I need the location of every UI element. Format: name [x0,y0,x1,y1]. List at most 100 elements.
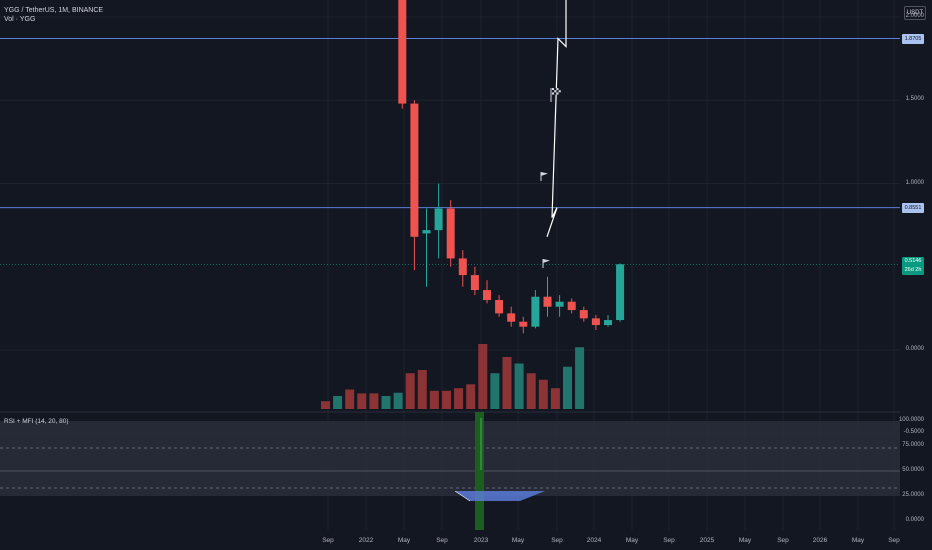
volume-indicator-label[interactable]: Vol · YGG [4,16,36,23]
rsi-tick-label: 100.0000 [898,417,924,423]
time-tick-label: 2023 [473,537,489,544]
rsi-tick-label: 0.0000 [905,517,924,523]
time-tick-label: Sep [888,537,900,544]
candle-body [507,313,516,322]
volume-histogram [321,344,585,409]
flag-icon [541,172,548,176]
volume-bar [381,396,391,409]
finish-flag-icon [554,90,557,93]
finish-flag-icon [554,92,557,95]
candle-body [604,320,612,326]
rsi-pane [0,412,900,530]
candle-body [555,301,564,307]
finish-flag-icon [558,90,561,93]
volume-bar [454,388,464,409]
projection-path [540,0,567,268]
finish-flag-icon [552,88,555,91]
rsi-tick-label: 50.0000 [902,467,924,473]
volume-bar [369,393,379,409]
volume-bar [563,366,572,409]
rsi-line [454,490,471,502]
projection-line [546,0,567,237]
volume-bar [514,363,524,409]
price-tick-label: 0.0000 [905,346,924,352]
time-tick-label: Sep [436,537,448,544]
symbol-info[interactable]: YGG / TetherUS, 1M, BINANCE [4,7,104,14]
currency-button[interactable]: USDT [904,6,926,20]
volume-bar [321,401,330,409]
volume-bar [417,370,427,409]
price-tick-label: 1.5000 [905,96,924,103]
time-tick-label: May [738,537,752,544]
time-tick-label: May [397,537,411,544]
time-tick-label: May [851,537,865,544]
candle-body [579,310,588,319]
price-chart[interactable] [0,0,900,550]
volume-bar [478,344,488,409]
rsi-tick-label: 25.0000 [902,492,924,498]
volume-bar [502,357,512,409]
volume-bar [345,389,355,409]
volume-bar [393,392,403,409]
candle-body [616,264,625,321]
time-tick-label: 2026 [812,537,828,544]
price-tick-label: 2.0000 [905,13,924,19]
time-tick-label: May [625,537,639,544]
time-tick-label: 2025 [699,537,715,544]
time-tick-label: 2022 [358,537,374,544]
volume-bar [466,384,476,409]
rsi-indicator-label[interactable]: RSI + MFI (14, 20, 80) [4,418,69,425]
candle-body [531,296,540,327]
price-tick-label: 1.0000 [905,179,924,186]
volume-bar [538,379,548,409]
volume-bar [405,373,415,409]
candle-body [458,258,467,276]
time-tick-label: Sep [551,537,563,544]
candle-body [567,301,576,311]
finish-flag-icon [552,90,555,93]
finish-flag-icon [552,92,555,95]
candle-body [422,230,431,234]
volume-bar [333,396,343,409]
chart-legend: YGG / TetherUS, 1M, BINANCE Vol · YGG [4,6,103,24]
rsi-mfi-area [455,491,545,501]
finish-flag-icon [556,92,559,95]
level-price-tag: 0.8551 [902,202,924,213]
candle-body [446,208,455,259]
rsi-spike-bar [475,412,484,530]
candle-body [434,208,443,231]
horizontal-levels [0,38,900,265]
candle-body [591,318,600,326]
candle-body [543,296,552,307]
candle-body [398,0,407,104]
finish-flag-icon [558,92,561,95]
rsi-tick-label: 75.0000 [902,442,924,448]
candle-countdown: 26d 2h [904,267,922,274]
time-tick-label: Sep [322,537,334,544]
volume-bar [442,390,451,409]
candlestick-series [398,0,625,334]
time-tick-label: Sep [663,537,675,544]
candle-body [495,300,504,314]
finish-flag-icon [554,88,557,91]
finish-flag-icon [558,88,561,91]
finish-flag-icon [556,88,559,91]
candle-body [519,321,528,327]
finish-flag-icon [556,90,559,93]
volume-bar [550,388,560,409]
time-tick-label: Sep [777,537,789,544]
volume-bar [357,393,367,409]
candle-body [483,290,491,301]
time-tick-label: 2024 [586,537,602,544]
candle-body [470,275,479,291]
level-price-tag: 1.8705 [902,33,924,44]
volume-bar [575,347,585,409]
price-tick-label: -0.5000 [903,429,924,436]
volume-bar [429,390,439,409]
candle-body [410,103,419,237]
volume-bar [526,373,536,409]
current-price-tag: 0.5146 26d 2h [902,257,924,276]
time-tick-label: May [511,537,525,544]
flag-icon [543,259,550,263]
volume-bar [490,373,500,409]
